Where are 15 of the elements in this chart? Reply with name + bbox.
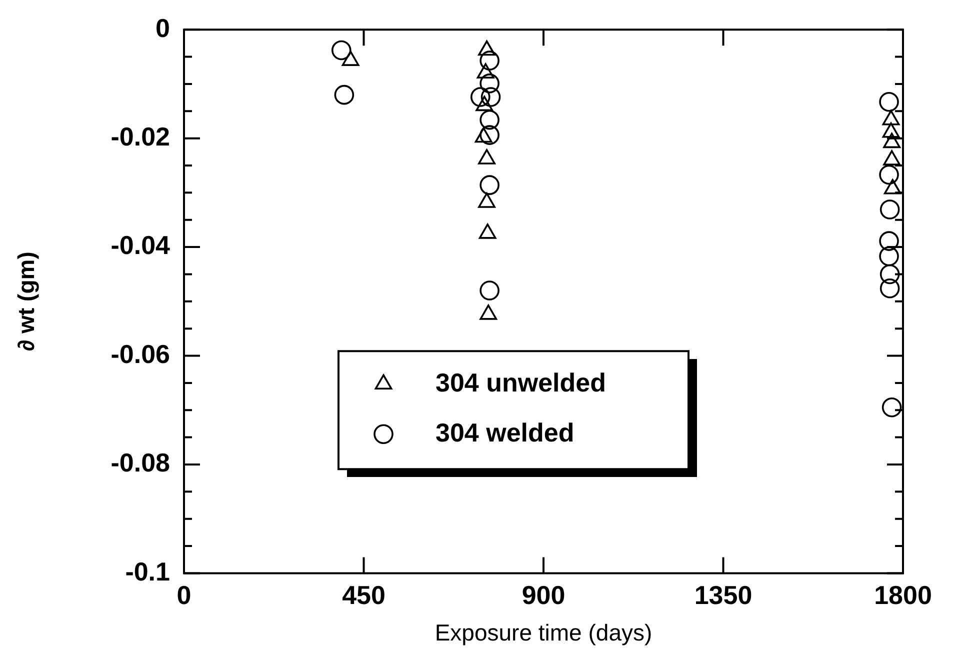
- y-tick-label: -0.06: [110, 338, 170, 369]
- y-tick-label: -0.02: [110, 121, 170, 152]
- x-tick-label: 0: [176, 580, 192, 610]
- x-tick-label: 1350: [694, 580, 752, 610]
- x-tick-label: 450: [342, 580, 386, 610]
- legend-label: 304 unwelded: [436, 367, 606, 398]
- x-axis-title: Exposure time (days): [434, 620, 652, 646]
- y-tick-label: -0.1: [125, 556, 170, 586]
- x-tick-label: 900: [522, 580, 566, 610]
- legend-label: 304 welded: [436, 417, 574, 448]
- y-tick-label: -0.08: [110, 448, 170, 478]
- x-tick-label: 1800: [874, 580, 932, 610]
- y-axis-title: ∂ wt (gm): [13, 252, 40, 352]
- y-tick-label: -0.04: [110, 230, 171, 260]
- y-tick-label: 0: [156, 12, 170, 43]
